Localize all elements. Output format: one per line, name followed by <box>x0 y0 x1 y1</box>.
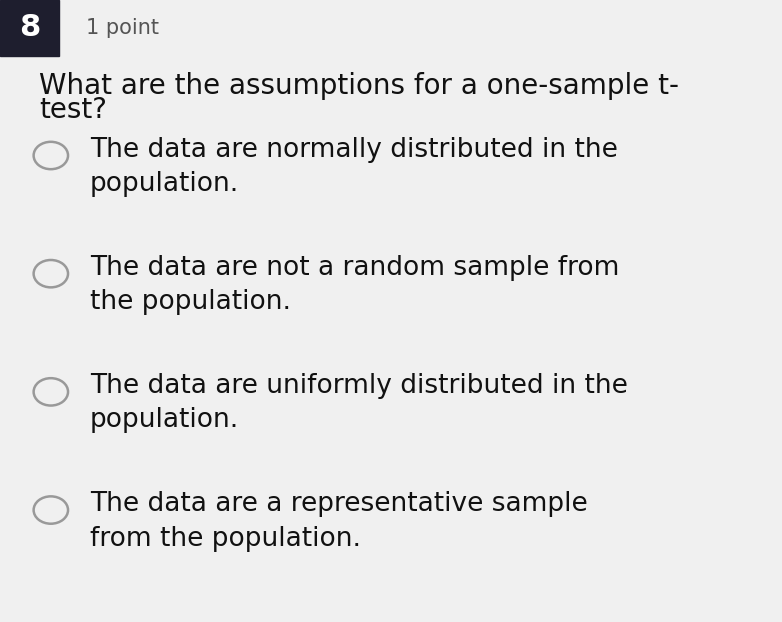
Circle shape <box>34 378 68 406</box>
Text: The data are a representative sample: The data are a representative sample <box>90 491 588 518</box>
Text: the population.: the population. <box>90 289 291 315</box>
Text: 8: 8 <box>19 14 41 42</box>
Circle shape <box>34 260 68 287</box>
Text: The data are uniformly distributed in the: The data are uniformly distributed in th… <box>90 373 628 399</box>
Text: population.: population. <box>90 407 239 434</box>
Circle shape <box>34 496 68 524</box>
Text: from the population.: from the population. <box>90 526 361 552</box>
Text: 1 point: 1 point <box>86 18 159 38</box>
Text: The data are not a random sample from: The data are not a random sample from <box>90 255 619 281</box>
FancyBboxPatch shape <box>0 0 59 56</box>
Text: What are the assumptions for a one-sample t-: What are the assumptions for a one-sampl… <box>39 72 679 100</box>
Text: population.: population. <box>90 171 239 197</box>
Circle shape <box>34 142 68 169</box>
Text: test?: test? <box>39 96 107 124</box>
Text: The data are normally distributed in the: The data are normally distributed in the <box>90 137 618 163</box>
